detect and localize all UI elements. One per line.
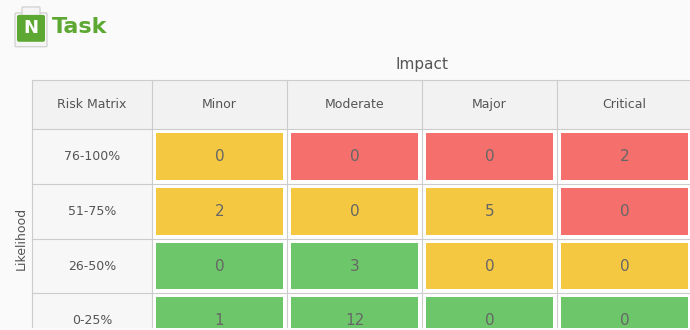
Bar [32, 184, 152, 239]
Text: Task: Task [52, 17, 108, 37]
Bar [32, 129, 152, 184]
FancyBboxPatch shape [17, 15, 45, 42]
Bar [287, 184, 422, 239]
Text: 0: 0 [484, 313, 494, 328]
Text: 0-25%: 0-25% [72, 314, 112, 327]
Text: 5: 5 [484, 204, 494, 219]
Bar [422, 129, 557, 184]
Text: 0: 0 [350, 149, 359, 164]
Bar [561, 188, 688, 235]
Bar [422, 239, 557, 293]
Bar [32, 239, 152, 293]
Bar [32, 293, 152, 330]
Bar [152, 80, 287, 129]
Text: 76-100%: 76-100% [64, 150, 120, 163]
Bar [426, 243, 553, 289]
Text: 0: 0 [215, 259, 224, 274]
Text: 2: 2 [620, 149, 629, 164]
Bar [557, 239, 690, 293]
Bar [152, 239, 287, 293]
Bar [291, 133, 418, 180]
Bar [426, 188, 553, 235]
Bar [557, 184, 690, 239]
Bar [156, 133, 283, 180]
Text: Major: Major [472, 98, 507, 111]
Bar [557, 293, 690, 330]
FancyBboxPatch shape [22, 7, 40, 19]
Bar [152, 293, 287, 330]
Bar [561, 133, 688, 180]
Text: Minor: Minor [202, 98, 237, 111]
Bar [287, 129, 422, 184]
Text: 26-50%: 26-50% [68, 260, 116, 273]
Text: 0: 0 [620, 259, 629, 274]
Text: 0: 0 [620, 313, 629, 328]
Bar [557, 129, 690, 184]
Text: 0: 0 [350, 204, 359, 219]
Bar [557, 80, 690, 129]
Text: 3: 3 [350, 259, 359, 274]
Bar [561, 297, 688, 330]
Bar [291, 297, 418, 330]
Bar [156, 297, 283, 330]
Text: Risk Matrix: Risk Matrix [57, 98, 127, 111]
Bar [152, 184, 287, 239]
Text: 0: 0 [484, 259, 494, 274]
Bar [32, 80, 152, 129]
FancyBboxPatch shape [15, 13, 47, 47]
Bar [291, 188, 418, 235]
Bar [287, 80, 422, 129]
Text: 0: 0 [484, 149, 494, 164]
Bar [561, 243, 688, 289]
Bar [152, 129, 287, 184]
Bar [156, 188, 283, 235]
Text: 0: 0 [215, 149, 224, 164]
Bar [422, 293, 557, 330]
Bar [422, 80, 557, 129]
Text: 1: 1 [215, 313, 224, 328]
Text: Moderate: Moderate [325, 98, 384, 111]
Bar [287, 293, 422, 330]
Bar [426, 297, 553, 330]
Text: N: N [23, 19, 39, 37]
Text: 12: 12 [345, 313, 364, 328]
Text: Critical: Critical [602, 98, 647, 111]
Bar [287, 239, 422, 293]
Text: Likelihood: Likelihood [14, 207, 28, 270]
Bar [291, 243, 418, 289]
Text: 2: 2 [215, 204, 224, 219]
Text: 0: 0 [620, 204, 629, 219]
Bar [426, 133, 553, 180]
Text: Impact: Impact [395, 57, 448, 72]
Bar [422, 184, 557, 239]
Text: 51-75%: 51-75% [68, 205, 116, 218]
Bar [156, 243, 283, 289]
